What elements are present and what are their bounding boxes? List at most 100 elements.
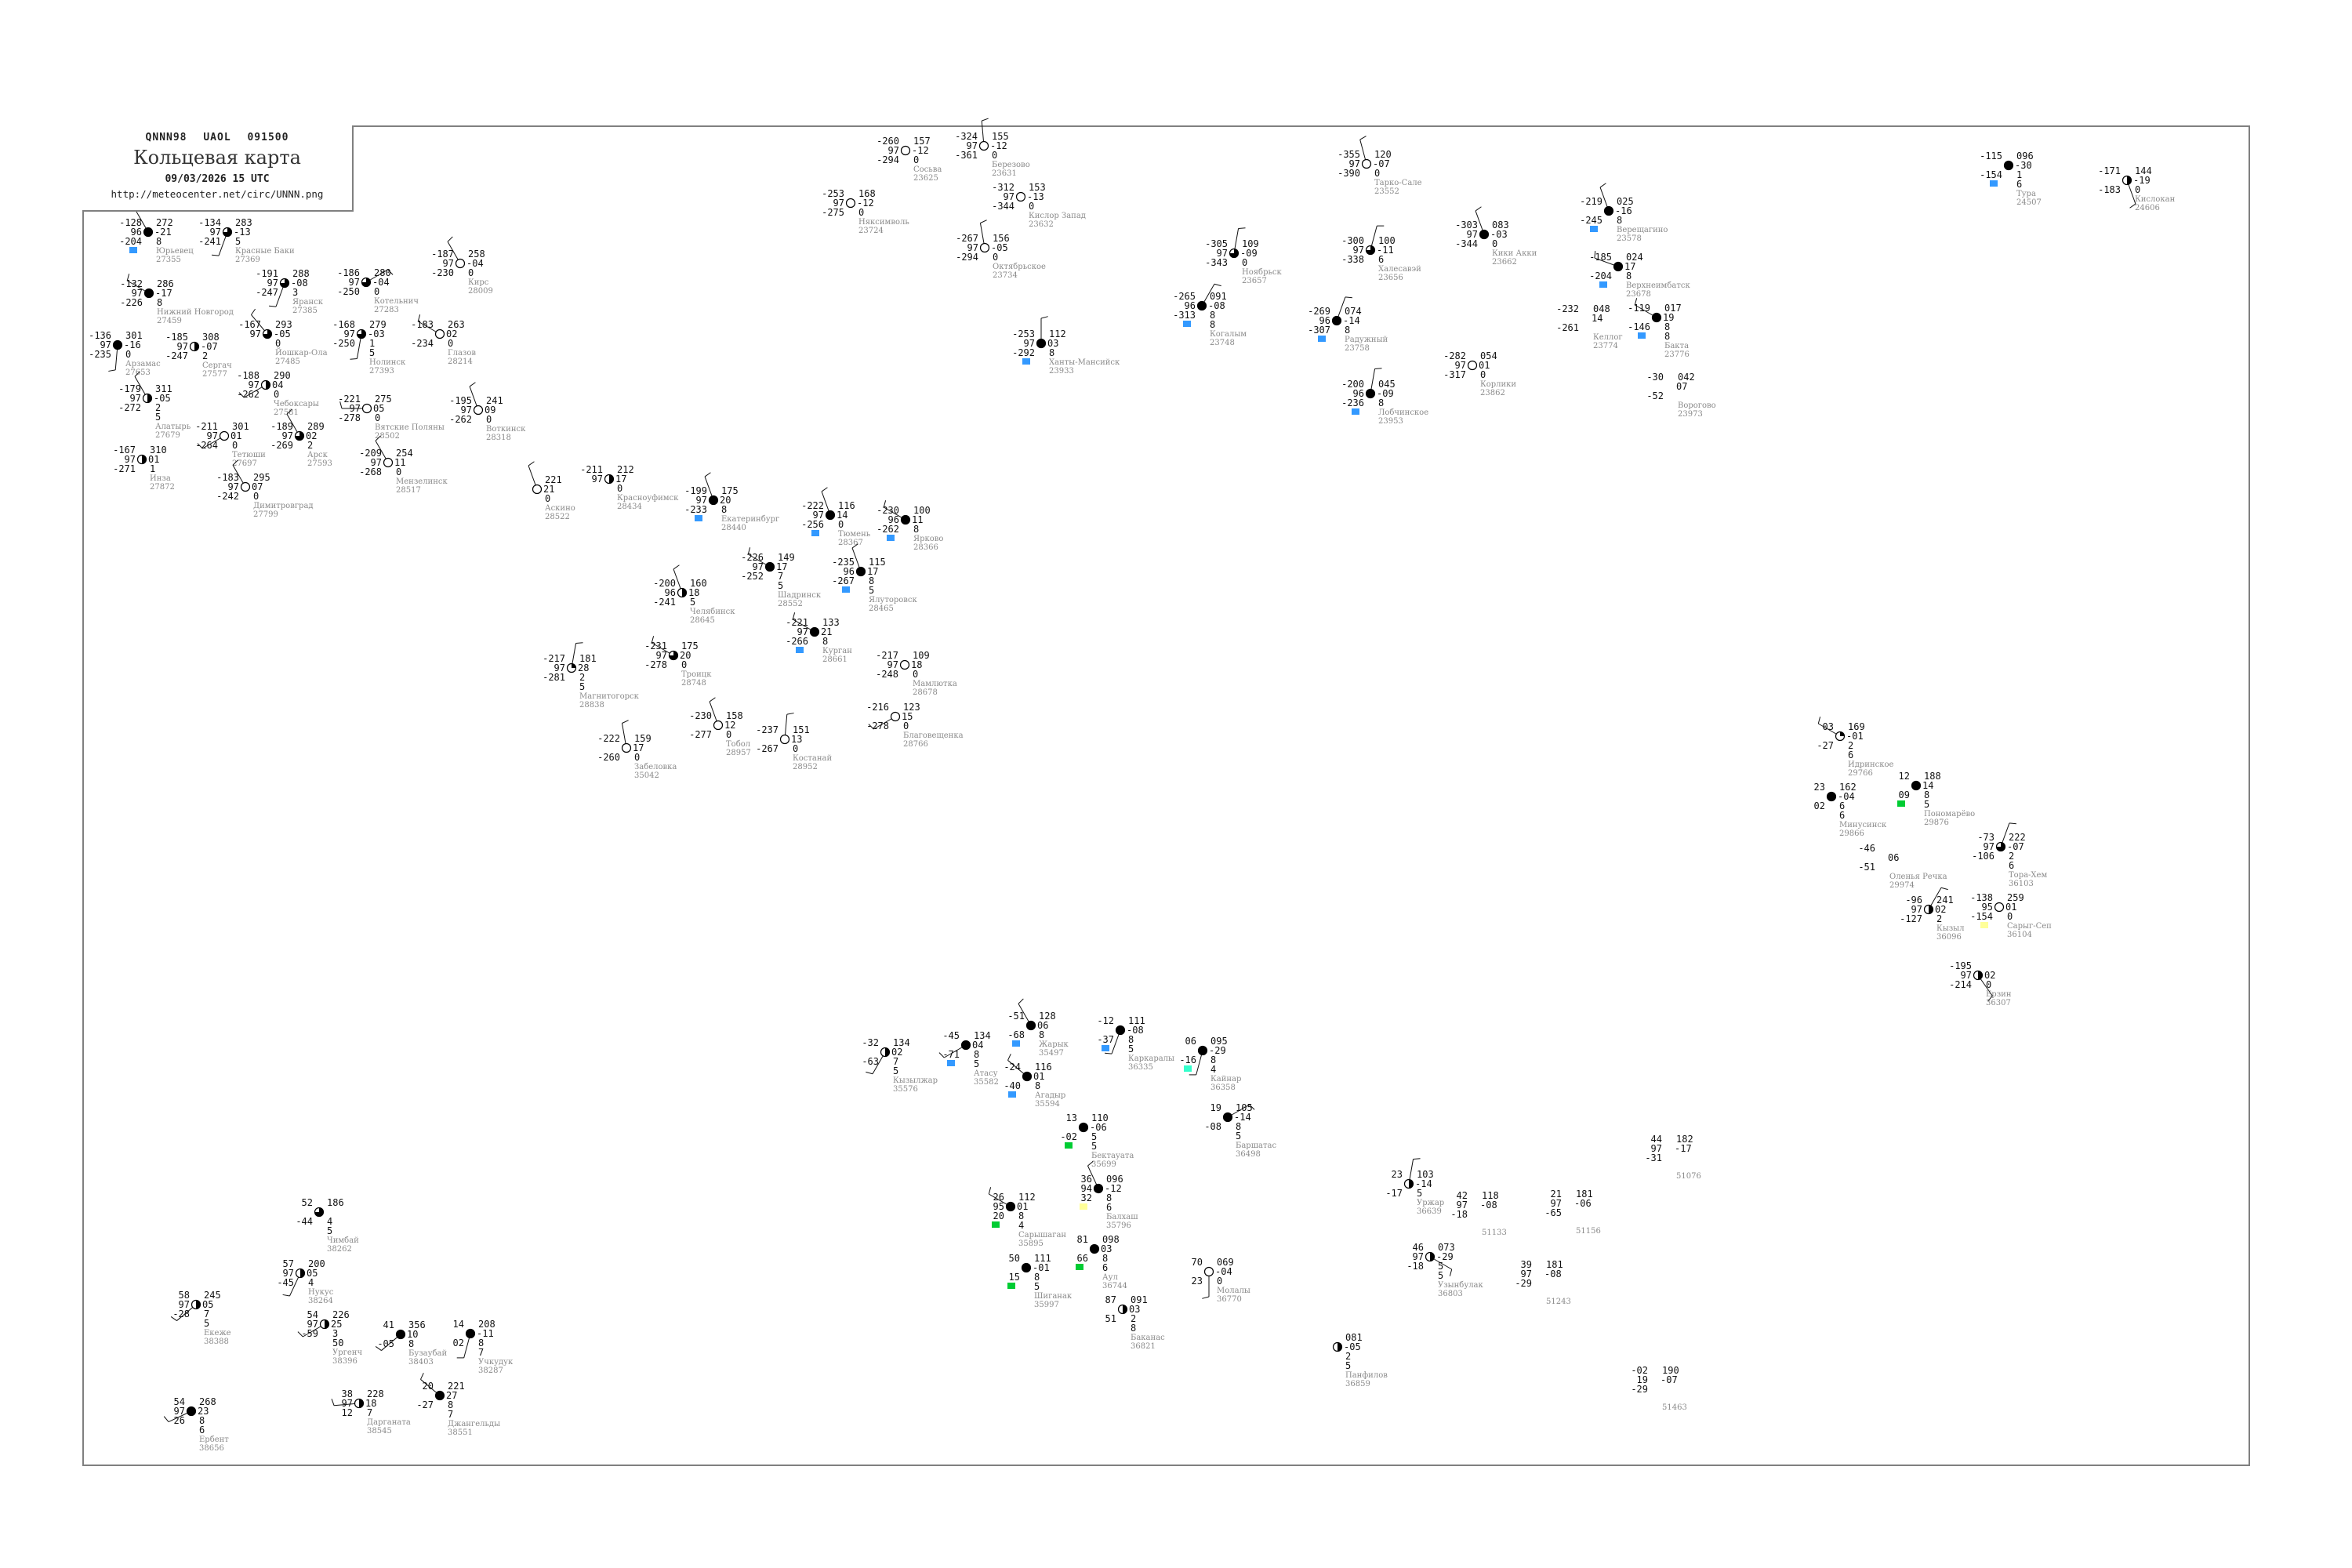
pressure: 100 [1378,235,1396,246]
station-index: 27393 [369,367,394,376]
station-index: 36358 [1210,1083,1236,1092]
cloud-base-value: 0 [1242,257,1248,268]
cloud-cover-icon [2003,160,2014,171]
cloud-cover-icon [1222,1112,1233,1123]
station-index: 24606 [2135,204,2160,212]
station-symbol [361,269,394,288]
cloud-base-value: 6 [199,1425,205,1436]
air-temperature: -02 [1631,1365,1648,1376]
station-index: 35582 [974,1078,999,1087]
dew-point: -343 [1205,257,1228,268]
visibility: 97 [206,430,218,441]
pressure-tendency: -04 [372,277,390,288]
cloud-cover-fill [280,278,289,288]
pressure-tendency: 14 [837,510,848,521]
station-symbol [821,487,836,521]
cloud-cover-fill [361,278,371,287]
visibility: 97 [1456,1200,1468,1210]
dew-point: -250 [337,286,360,297]
dew-point: -127 [1900,913,1922,924]
pressure-tendency: -08 [291,278,308,289]
air-temperature: 38 [341,1388,353,1399]
pressure-tendency: 18 [365,1398,377,1409]
station-name: Уржар [1417,1199,1445,1207]
visibility: 97 [343,328,355,339]
dew-point: -338 [1341,254,1364,265]
pressure: 280 [374,267,391,278]
precip-marker [1990,180,1998,187]
station-name: Панфилов [1345,1371,1388,1380]
visibility: 97 [249,328,261,339]
air-temperature: -167 [238,319,261,330]
dew-point: -106 [1972,851,1994,862]
pressure-tendency: 21 [821,626,833,637]
cloud-base-value: 8 [1102,1253,1109,1264]
precip-marker [1352,408,1359,415]
pressure: 169 [1848,721,1865,732]
precip-marker [811,530,819,536]
dew-point: -31 [1645,1152,1662,1163]
station-symbol [979,220,990,253]
dew-point: 12 [341,1407,353,1418]
station-index: 51133 [1482,1229,1507,1237]
cloud-base-value: 8 [721,504,728,515]
precip-marker [1590,226,1598,232]
cloud-base-value: 5 [1128,1044,1134,1054]
pressure-tendency: 02 [446,328,458,339]
cloud-base-value: 0 [1492,238,1498,249]
cloud-base-value: 6 [1839,810,1846,821]
pressure: 200 [308,1258,325,1269]
cloud-base-value: 6 [1848,750,1854,760]
cloud-base-value: 8 [1128,1034,1134,1045]
wind-barb-feather [2129,203,2136,209]
dew-point: -235 [89,349,111,360]
dew-point: -250 [332,338,355,349]
station-symbol [1229,227,1246,259]
wind-barb-feather [709,697,716,702]
cloud-cover-icon [1078,1122,1089,1133]
station-name: Костанай [793,754,833,763]
cloud-base-value: 5 [235,236,241,247]
air-temperature: -189 [270,421,293,432]
wind-barb-feather [269,305,277,307]
pressure-tendency: -14 [1343,315,1360,326]
air-temperature: 50 [1008,1253,1020,1264]
dew-point: -241 [653,597,676,608]
map-title: Кольцевая карта [133,147,301,169]
dew-point: 32 [1080,1192,1092,1203]
cloud-base-value: 5 [1417,1188,1423,1199]
pressure-tendency: -16 [124,339,141,350]
pressure: 095 [1210,1036,1228,1047]
station-symbol [1015,191,1026,202]
station-index: 29866 [1839,829,1864,838]
station-symbol [108,339,123,372]
pressure: 268 [199,1396,216,1407]
wind-barb-feather [387,269,394,275]
visibility: 96 [1319,315,1330,326]
cloud-cover-fill [1338,1342,1342,1352]
pressure: 288 [292,268,310,279]
air-temperature: -232 [1556,303,1579,314]
visibility: 97 [442,258,454,269]
air-temperature: -355 [1338,149,1360,160]
station-index: 23758 [1345,344,1370,353]
pressure-tendency: -07 [1661,1374,1678,1385]
dew-point: -154 [1970,911,1993,922]
wind-barb-feather [575,642,583,644]
pressure: 120 [1374,149,1392,160]
station-index: 27577 [202,370,227,379]
air-temperature: 44 [1650,1134,1662,1145]
cloud-base-value: 8 [1924,789,1930,800]
station-index: 28502 [375,432,400,441]
air-temperature: -235 [832,557,855,568]
pressure: 212 [617,464,634,475]
source-url[interactable]: http://meteocenter.net/circ/UNNN.png [111,188,324,200]
cloud-base-value: 2 [1848,740,1854,751]
cloud-cover-icon [899,659,910,670]
dew-point: 51 [1105,1313,1116,1324]
wind-barb-feather [1345,296,1352,299]
air-temperature: -138 [1970,892,1993,903]
pressure-tendency: 14 [1592,313,1603,324]
station-symbol [447,236,466,269]
visibility: 96 [887,514,899,525]
